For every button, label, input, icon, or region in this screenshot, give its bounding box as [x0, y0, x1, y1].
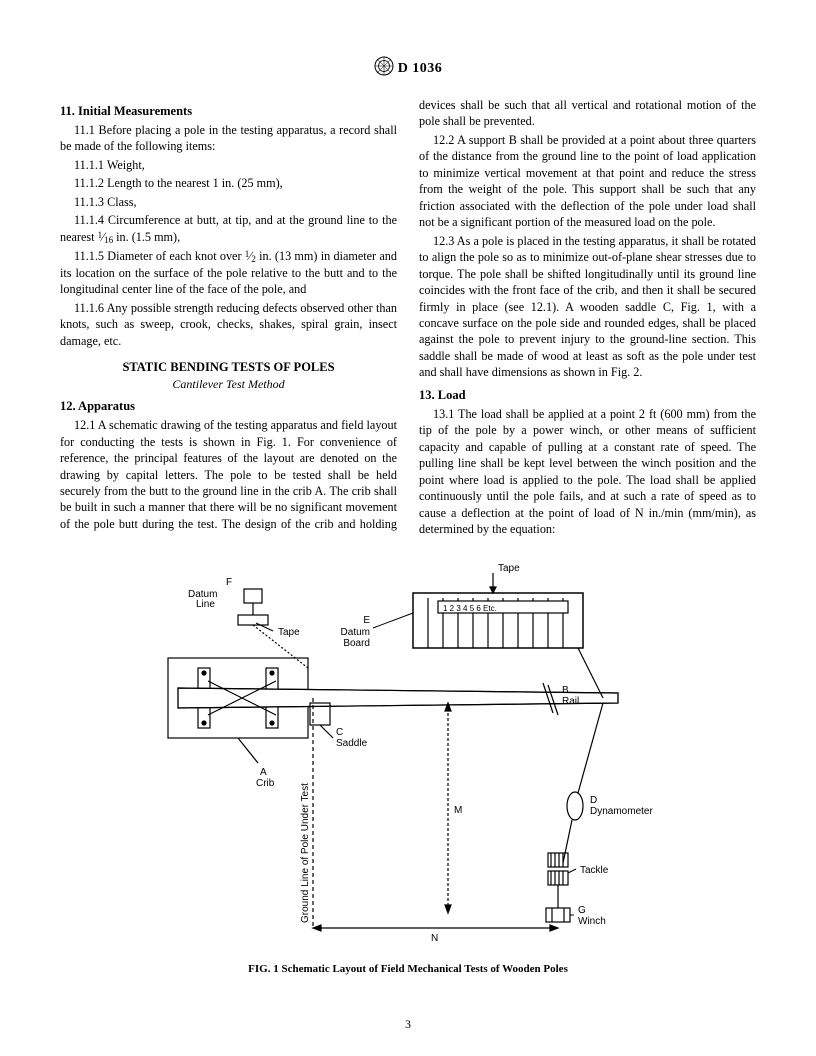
svg-text:Tackle: Tackle	[580, 865, 609, 876]
svg-text:D: D	[590, 795, 597, 806]
svg-text:Ground Line of Pole Under: Ground Line of Pole Under Test	[300, 783, 311, 923]
svg-text:E: E	[363, 615, 370, 626]
svg-text:C: C	[336, 727, 343, 738]
para-11-1-3: 11.1.3 Class,	[60, 194, 397, 210]
svg-text:1 2 3 4 5 6 Etc.: 1 2 3 4 5 6 Etc.	[443, 604, 497, 613]
svg-text:Board: Board	[343, 638, 370, 649]
svg-text:Saddle: Saddle	[336, 738, 368, 749]
svg-text:N: N	[431, 933, 438, 944]
para-11-1-4: 11.1.4 Circumference at butt, at tip, an…	[60, 212, 397, 246]
svg-text:Line: Line	[196, 599, 215, 610]
svg-text:G: G	[578, 905, 586, 916]
figure-1-svg: F Datum Line Tape Tape E Datum Board 1 2…	[148, 553, 668, 953]
svg-text:A: A	[260, 767, 267, 778]
designation: D 1036	[398, 61, 443, 76]
section-11-title: 11. Initial Measurements	[60, 103, 397, 120]
group-subheading: Cantilever Test Method	[60, 376, 397, 392]
para-11-1-1: 11.1.1 Weight,	[60, 157, 397, 173]
para-11-1: 11.1 Before placing a pole in the testin…	[60, 122, 397, 155]
para-11-1-6: 11.1.6 Any possible strength reducing de…	[60, 300, 397, 349]
section-13-title: 13. Load	[419, 387, 756, 404]
svg-text:B: B	[562, 685, 569, 696]
svg-text:Tape: Tape	[278, 627, 300, 638]
para-12-2: 12.2 A support B shall be provided at a …	[419, 132, 756, 231]
figure-1: F Datum Line Tape Tape E Datum Board 1 2…	[60, 553, 756, 976]
svg-text:Tape: Tape	[498, 563, 520, 574]
astm-logo-icon	[374, 56, 394, 76]
para-11-1-2: 11.1.2 Length to the nearest 1 in. (25 m…	[60, 175, 397, 191]
section-12-title: 12. Apparatus	[60, 398, 397, 415]
svg-text:Dynamometer: Dynamometer	[590, 806, 653, 817]
svg-text:F: F	[226, 577, 232, 588]
page-number: 3	[0, 1016, 816, 1032]
para-12-3: 12.3 As a pole is placed in the testing …	[419, 233, 756, 381]
page-header: D 1036	[60, 56, 756, 79]
group-heading: STATIC BENDING TESTS OF POLES	[60, 359, 397, 376]
svg-text:Datum: Datum	[341, 627, 370, 638]
svg-text:M: M	[454, 805, 462, 816]
svg-text:Rail: Rail	[562, 696, 579, 707]
para-11-1-5: 11.1.5 Diameter of each knot over 1⁄2 in…	[60, 248, 397, 298]
body-columns: 11. Initial Measurements 11.1 Before pla…	[60, 97, 756, 538]
svg-text:Winch: Winch	[578, 916, 606, 927]
figure-1-caption: FIG. 1 Schematic Layout of Field Mechani…	[60, 962, 756, 977]
para-13-1: 13.1 The load shall be applied at a poin…	[419, 406, 756, 538]
svg-text:Crib: Crib	[256, 778, 275, 789]
